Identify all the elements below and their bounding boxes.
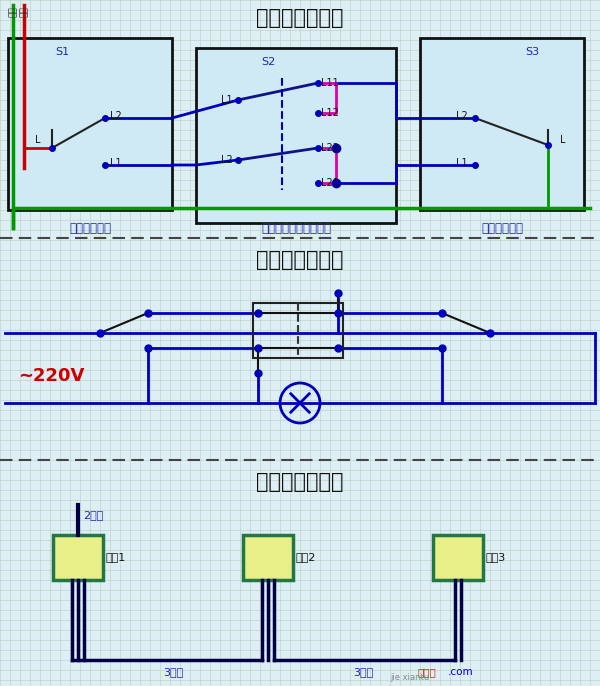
Text: 火线: 火线	[19, 6, 29, 16]
Text: 开关3: 开关3	[486, 552, 506, 562]
Text: 开关2: 开关2	[296, 552, 316, 562]
FancyBboxPatch shape	[196, 48, 396, 223]
Text: 三控开关接线图: 三控开关接线图	[256, 8, 344, 28]
Text: L1: L1	[221, 95, 233, 105]
Text: 3根线: 3根线	[163, 667, 183, 677]
Text: 三控开关布线图: 三控开关布线图	[256, 472, 344, 492]
Text: L22: L22	[321, 143, 339, 153]
Text: 接线图: 接线图	[418, 667, 437, 677]
Text: 中途开关（三控开关）: 中途开关（三控开关）	[261, 222, 331, 235]
Text: S1: S1	[55, 47, 69, 57]
Text: 相线: 相线	[8, 6, 17, 16]
Text: 3根线: 3根线	[353, 667, 373, 677]
FancyBboxPatch shape	[53, 535, 103, 580]
Text: 单开双控开关: 单开双控开关	[69, 222, 111, 235]
Text: 单开双控开关: 单开双控开关	[481, 222, 523, 235]
Text: L: L	[560, 135, 566, 145]
Text: ~220V: ~220V	[18, 367, 85, 385]
Text: S3: S3	[525, 47, 539, 57]
Text: L: L	[35, 135, 41, 145]
Text: L21: L21	[321, 178, 339, 188]
Text: L2: L2	[456, 111, 468, 121]
Text: L1: L1	[457, 158, 468, 168]
FancyBboxPatch shape	[420, 38, 584, 210]
FancyBboxPatch shape	[433, 535, 483, 580]
Text: L2: L2	[221, 155, 233, 165]
FancyBboxPatch shape	[243, 535, 293, 580]
Text: L11: L11	[321, 78, 339, 88]
Text: L12: L12	[321, 108, 339, 118]
Text: L2: L2	[110, 111, 122, 121]
Text: L1: L1	[110, 158, 122, 168]
Text: 三控开关原理图: 三控开关原理图	[256, 250, 344, 270]
Text: 开关1: 开关1	[106, 552, 126, 562]
Text: 2根线: 2根线	[83, 510, 103, 520]
Text: jie xiantu: jie xiantu	[390, 674, 429, 683]
FancyBboxPatch shape	[8, 38, 172, 210]
Text: S2: S2	[261, 57, 275, 67]
Text: .com: .com	[448, 667, 473, 677]
